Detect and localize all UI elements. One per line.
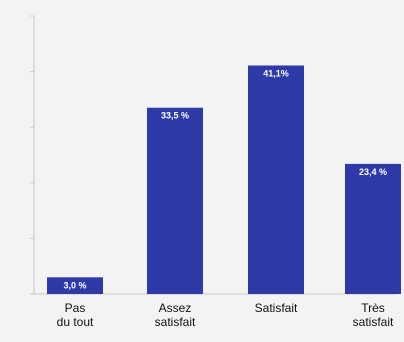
category-label: Satisfait [255,301,298,315]
category-label-line: satisfait [353,315,394,329]
category-label: Pas du tout [57,301,94,329]
category-label-line: du tout [57,315,94,329]
bar-value-label: 41,1% [263,68,289,78]
bar [345,163,401,294]
bar-value-label: 23,4 % [359,167,387,177]
bar-value-label: 3,0 % [63,280,86,290]
bars-group [47,65,401,295]
category-label-line: Assez [159,301,192,315]
category-label-line: satisfait [155,315,196,329]
bar [147,107,203,295]
axis-group [30,15,398,295]
bar-value-label: 33,5 % [161,111,189,121]
category-label: Très satisfait [353,301,394,329]
category-label-line: Très [361,301,385,315]
bar [248,65,304,294]
category-label-line: Satisfait [255,301,298,315]
bar [47,277,103,294]
category-label-line: Pas [65,301,86,315]
category-label: Assez satisfait [155,301,196,329]
